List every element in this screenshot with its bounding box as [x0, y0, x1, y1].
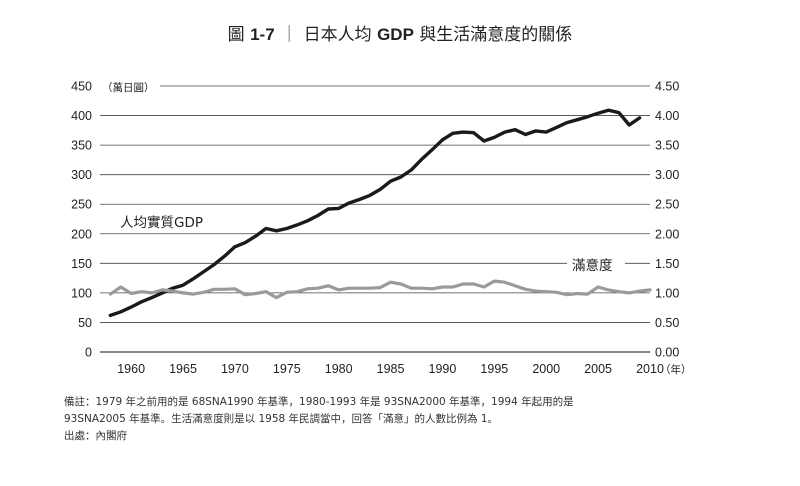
footnote-line-1: 備註：1979 年之前用的是 68SNA1990 年基準，1980-1993 年…: [64, 396, 574, 408]
y-left-tick-label: 200: [71, 227, 92, 241]
satisfaction-series-line: [108, 279, 652, 300]
footnote-source: 出處：內閣府: [64, 430, 127, 442]
x-tick-label: 2005: [584, 362, 612, 376]
title-text-gdp: GDP: [377, 25, 414, 44]
gdp-series-label: 人均實質GDP: [120, 214, 203, 231]
y-right-tick-label: 2.00: [655, 227, 679, 241]
y-right-tick-label: 1.50: [655, 257, 679, 271]
x-tick-label: 1975: [273, 362, 301, 376]
x-tick-label: 1960: [117, 362, 145, 376]
y-left-tick-label: 50: [78, 316, 92, 330]
title-text-part2: 與生活滿意度的關係: [419, 25, 573, 45]
y-left-tick-label: 300: [71, 168, 92, 182]
title-separator: ｜: [280, 25, 298, 45]
x-tick-label: 2000: [532, 362, 560, 376]
x-tick-label: 1965: [169, 362, 197, 376]
title-number: 1-7: [250, 25, 275, 44]
y-left-tick-label: 250: [71, 198, 92, 212]
y-right-tick-label: 4.50: [655, 80, 679, 94]
y-left-tick-label: 100: [71, 286, 92, 300]
y-right-tick-label: 4.00: [655, 109, 679, 123]
y-left-tick-label: 450: [71, 80, 92, 94]
x-tick-label: 1990: [429, 362, 457, 376]
x-unit-label: （年）: [660, 363, 692, 376]
title-prefix: 圖: [227, 25, 245, 45]
y-left-tick-label: 150: [71, 257, 92, 271]
y-right-tick-label: 3.00: [655, 168, 679, 182]
y-right-tick-label: 2.50: [655, 198, 679, 212]
series: [108, 108, 652, 318]
title-text-part1: 日本人均: [303, 25, 372, 45]
y-right-tick-label: 0.00: [655, 346, 679, 360]
y-left-unit-label: （萬日圓）: [102, 81, 155, 94]
y-left-tick-label: 0: [85, 346, 92, 360]
labels: 0 50 100 150 200 250 300 350 400 450 0.00 0.50 1.00 1…: [71, 80, 691, 377]
x-tick-label: 2010: [636, 362, 664, 376]
satisfaction-series-label: 滿意度: [572, 257, 613, 274]
y-right-tick-label: 3.50: [655, 139, 679, 153]
y-left-tick-label: 400: [71, 109, 92, 123]
satisfaction-label-backing: [567, 255, 625, 275]
y-right-tick-label: 1.00: [655, 286, 679, 300]
chart-title: 圖 1-7 ｜日本人均 GDP 與生活滿意度的關係: [0, 20, 800, 45]
footnote: 備註：1979 年之前用的是 68SNA1990 年基準，1980-1993 年…: [64, 394, 744, 445]
x-tick-label: 1995: [480, 362, 508, 376]
y-left-tick-label: 350: [71, 139, 92, 153]
x-tick-label: 1985: [377, 362, 405, 376]
gdp-series-line: [108, 108, 642, 318]
y-right-tick-label: 0.50: [655, 316, 679, 330]
line-chart: 0 50 100 150 200 250 300 350 400 450 0.00 0.50 1.00 1…: [71, 80, 691, 377]
x-tick-label: 1980: [325, 362, 353, 376]
x-tick-label: 1970: [221, 362, 249, 376]
footnote-line-2: 93SNA2005 年基準。生活滿意度則是以 1958 年民調當中，回答「滿意」…: [64, 413, 499, 425]
